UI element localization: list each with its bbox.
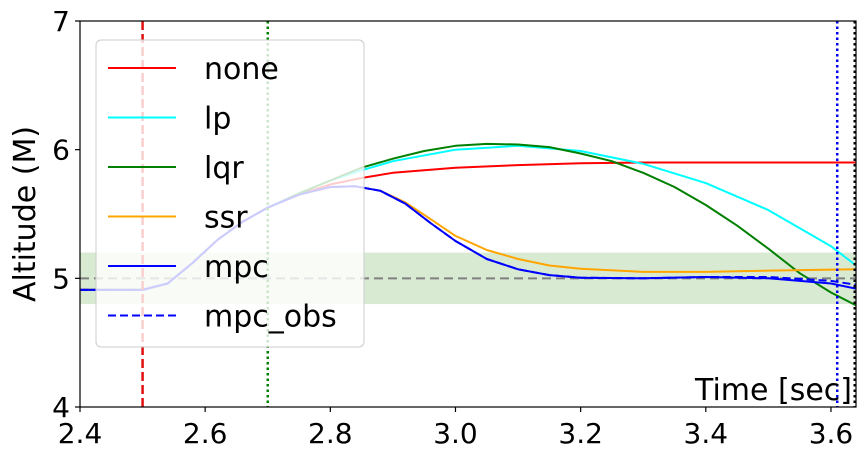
legend: none lp lqr ssr mpc mpc_obs (95, 39, 365, 348)
series-line-mpc-obs (80, 185, 856, 291)
y-tick-label: 5 (52, 262, 70, 295)
x-tick-label: 2.4 (58, 417, 103, 450)
legend-label-mpc-obs: mpc_obs (204, 300, 337, 335)
x-tick-label: 3.0 (433, 417, 478, 450)
axis-ticks: 2.4 2.6 2.8 3.0 3.2 3.4 3.6 4 5 6 7 (52, 5, 853, 450)
y-tick-label: 4 (52, 391, 70, 424)
y-tick-label: 6 (52, 134, 70, 167)
legend-label-ssr: ssr (204, 201, 248, 236)
x-tick-label: 3.4 (684, 417, 729, 450)
y-axis-label: Altitude (M) (8, 126, 43, 302)
x-tick-label: 2.6 (183, 417, 228, 450)
x-tick-label: 2.8 (308, 417, 353, 450)
plot-frame (79, 20, 857, 408)
legend-label-none: none (204, 52, 279, 87)
x-axis-label: Time [sec] (694, 373, 852, 408)
x-tick-label: 3.6 (809, 417, 854, 450)
x-tick-label: 3.2 (558, 417, 603, 450)
y-tick-label: 7 (52, 5, 70, 38)
legend-label-lp: lp (204, 102, 231, 137)
legend-label-lqr: lqr (204, 151, 244, 186)
legend-label-mpc: mpc (204, 250, 269, 285)
